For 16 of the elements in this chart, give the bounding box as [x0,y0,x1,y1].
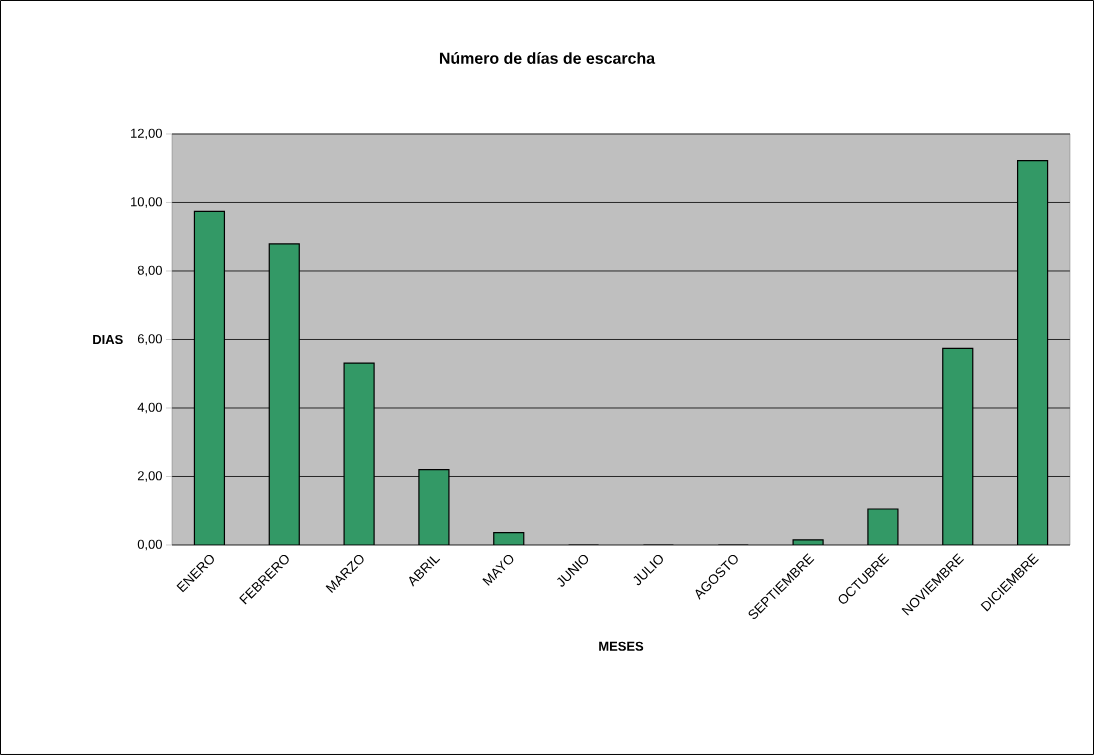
y-tick-label: 0,00 [137,539,162,551]
bar [193,210,226,545]
y-tick-label: 6,00 [137,334,162,345]
bar [942,347,974,545]
y-tick-label: 2,00 [137,471,162,482]
bar [268,243,300,545]
y-tick-label: 4,00 [137,402,162,414]
y-axis-title: DIAS [93,334,123,345]
y-tick-label: 12,00 [131,128,162,140]
bar [343,362,375,545]
x-axis-title: MESES [599,641,644,651]
bar [1017,160,1049,545]
chart-title: Número de días de escarcha [439,52,656,64]
y-tick-label: 8,00 [137,265,162,277]
y-tick-label: 10,00 [131,197,162,208]
bar [418,469,450,545]
